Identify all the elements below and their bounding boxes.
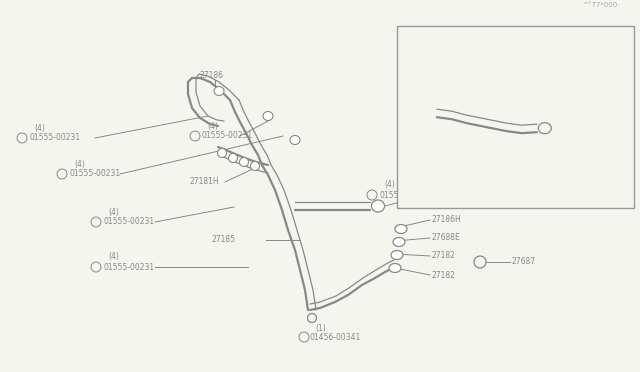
- Ellipse shape: [389, 263, 401, 273]
- Text: (1): (1): [315, 324, 326, 334]
- Ellipse shape: [239, 157, 248, 167]
- Text: 01555-00231: 01555-00231: [439, 128, 490, 137]
- Text: DIE: DIE: [407, 191, 424, 201]
- Text: 27186H: 27186H: [432, 215, 461, 224]
- Text: (4): (4): [444, 118, 454, 127]
- Text: 01456-00341: 01456-00341: [310, 333, 361, 341]
- Ellipse shape: [214, 87, 224, 96]
- Text: (4): (4): [108, 208, 119, 217]
- Ellipse shape: [538, 123, 551, 134]
- Text: 27185: 27185: [212, 235, 236, 244]
- Text: 01555-00231: 01555-00231: [379, 190, 430, 199]
- Ellipse shape: [371, 200, 385, 212]
- Text: 27688E: 27688E: [432, 234, 461, 243]
- Text: 01555-00231: 01555-00231: [103, 218, 154, 227]
- Text: 27181H: 27181H: [190, 177, 220, 186]
- Text: 27186: 27186: [200, 71, 224, 80]
- Ellipse shape: [508, 125, 516, 134]
- Text: (4): (4): [74, 160, 85, 169]
- Text: 27186H: 27186H: [557, 124, 586, 133]
- Text: 01555-00231: 01555-00231: [202, 131, 253, 141]
- Text: 27181: 27181: [410, 196, 434, 205]
- Text: (4): (4): [34, 124, 45, 132]
- Text: (4): (4): [384, 180, 395, 189]
- Text: (4): (4): [108, 253, 119, 262]
- Text: 27182: 27182: [432, 270, 456, 279]
- Bar: [397, 26, 634, 208]
- Text: 27185: 27185: [475, 166, 499, 175]
- Ellipse shape: [263, 112, 273, 121]
- Ellipse shape: [393, 237, 405, 247]
- Text: 27182: 27182: [432, 251, 456, 260]
- Ellipse shape: [228, 154, 237, 163]
- Ellipse shape: [446, 114, 455, 123]
- Text: 01555-00231: 01555-00231: [482, 61, 533, 71]
- Ellipse shape: [290, 135, 300, 144]
- Text: 01555-00231: 01555-00231: [29, 134, 80, 142]
- Ellipse shape: [218, 148, 227, 157]
- Text: 01555-00231: 01555-00231: [69, 170, 120, 179]
- Ellipse shape: [395, 224, 407, 234]
- Ellipse shape: [250, 161, 259, 170]
- Text: (4): (4): [487, 52, 498, 61]
- Text: (4): (4): [207, 122, 218, 131]
- Text: 01555-00231: 01555-00231: [103, 263, 154, 272]
- Ellipse shape: [391, 250, 403, 260]
- Text: 27687: 27687: [512, 257, 536, 266]
- Text: ^°77*000·: ^°77*000·: [582, 2, 620, 8]
